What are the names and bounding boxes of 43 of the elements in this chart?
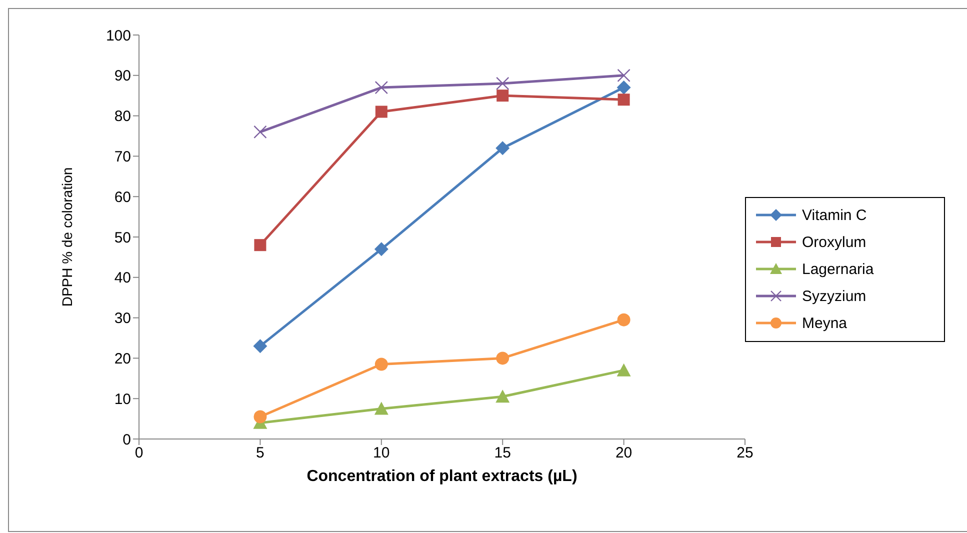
point	[253, 339, 268, 354]
point	[375, 106, 388, 118]
legend-label: Oroxylum	[802, 234, 866, 250]
point	[374, 80, 388, 94]
point	[254, 410, 267, 424]
y-tick-label: 70	[114, 148, 131, 166]
point	[617, 313, 630, 326]
y-tick-label: 60	[114, 188, 131, 206]
legend-label: Lagernaria	[802, 260, 874, 278]
point	[496, 90, 509, 102]
point	[374, 358, 388, 371]
point	[617, 68, 630, 82]
y-tick-label: 90	[114, 68, 131, 85]
point	[254, 125, 267, 139]
point	[374, 402, 388, 415]
y-tick-label: 80	[114, 108, 131, 126]
point	[374, 242, 388, 256]
x-tick-label: 25	[736, 444, 754, 462]
y-tick-label: 50	[114, 229, 131, 246]
legend-label: Syzyzium	[802, 288, 866, 304]
y-tick-label: 40	[114, 270, 131, 287]
y-axis-title: DPPH % de coloration	[58, 167, 75, 307]
y-tick-label: 0	[122, 431, 131, 448]
legend-label: Vitamin C	[802, 206, 867, 224]
y-tick-label: 20	[114, 350, 131, 368]
point	[618, 94, 630, 106]
x-tick-label: 10	[373, 444, 390, 462]
point	[616, 80, 631, 95]
x-tick-label: 5	[256, 444, 264, 462]
x-tick-label: 20	[615, 444, 632, 462]
point	[496, 352, 510, 365]
legend-label: Meyna	[802, 314, 848, 332]
point	[496, 390, 510, 403]
y-tick-label: 10	[114, 390, 131, 408]
x-tick-label: 15	[494, 444, 511, 462]
x-axis-title: Concentration of plant extracts (µL)	[306, 468, 578, 485]
point	[254, 239, 266, 252]
point	[496, 141, 510, 156]
y-tick-label: 30	[114, 310, 131, 328]
x-tick-label: 0	[134, 444, 144, 462]
point	[616, 363, 631, 376]
y-tick-label: 100	[106, 27, 131, 44]
point	[496, 76, 510, 90]
